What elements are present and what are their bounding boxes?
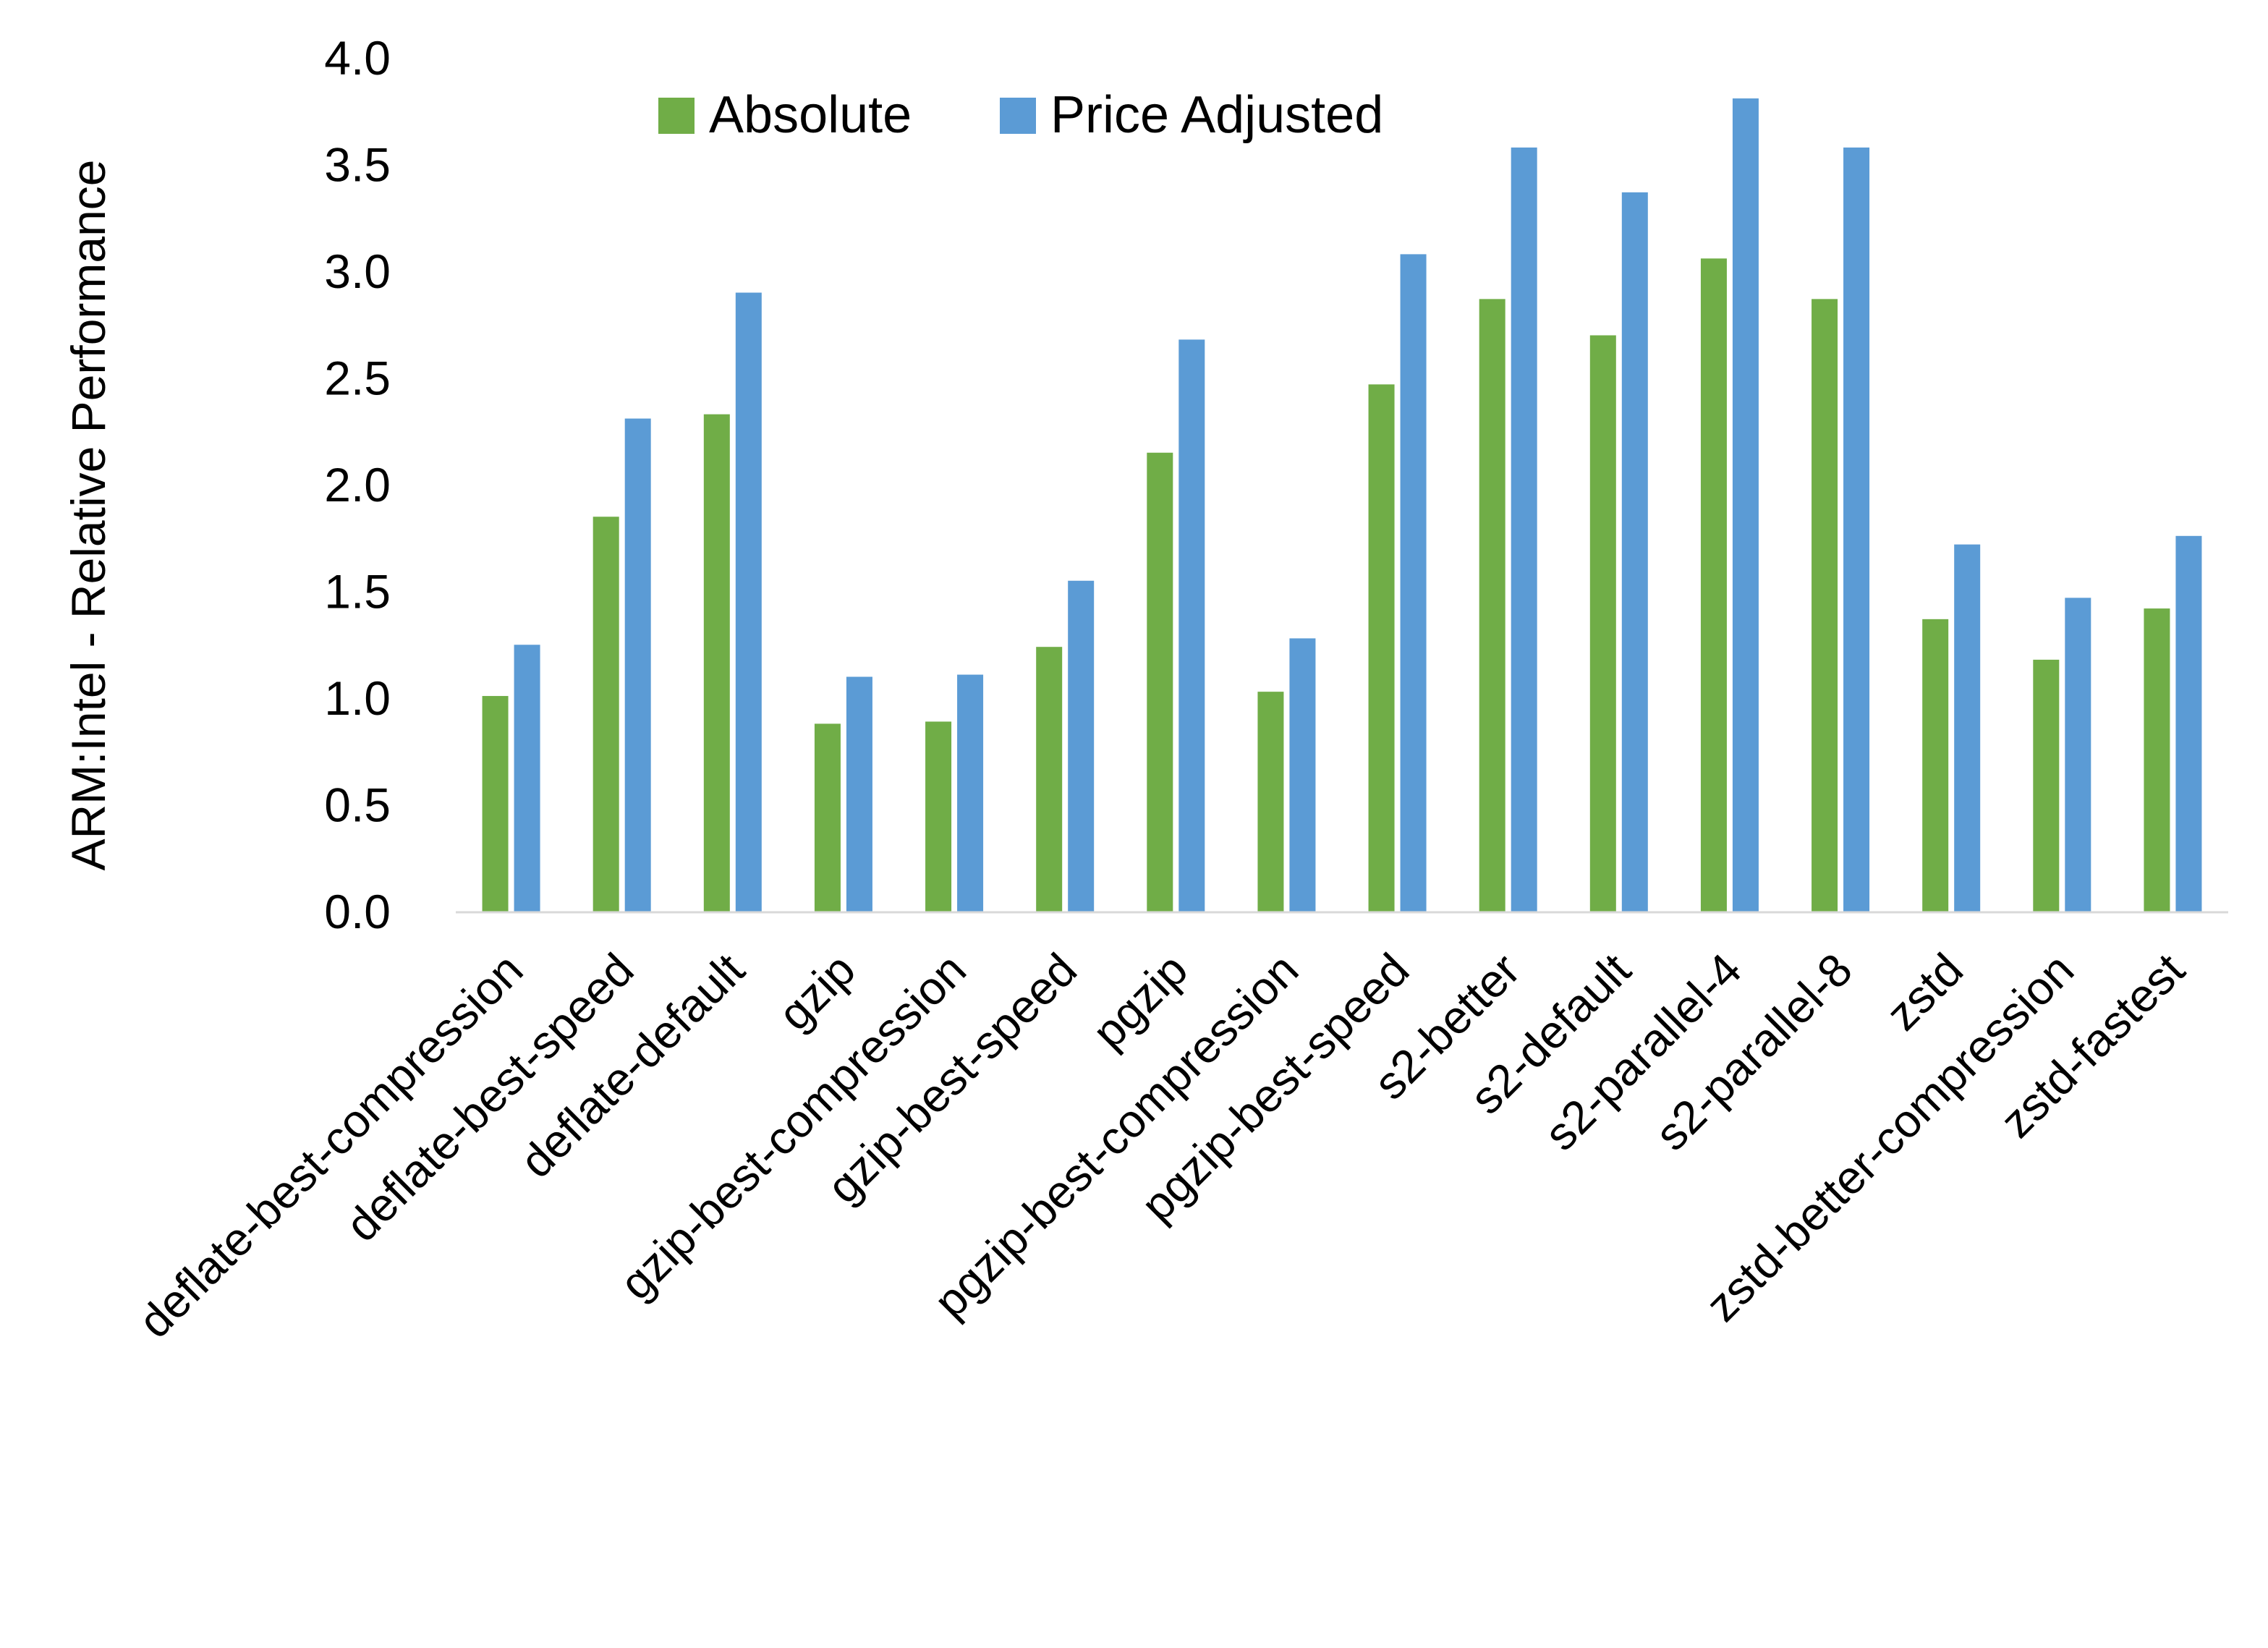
bar-absolute-gzip-best-speed bbox=[1036, 647, 1063, 912]
bar-absolute-pgzip bbox=[1147, 452, 1173, 912]
bar-absolute-s2-parallel-8 bbox=[1812, 299, 1838, 912]
bar-absolute-gzip bbox=[814, 723, 841, 912]
y-tick-label: 4.0 bbox=[324, 31, 391, 85]
legend: Absolute Price Adjusted bbox=[658, 86, 1383, 144]
bar-absolute-pgzip-best-compression bbox=[1257, 692, 1284, 912]
bar-absolute-s2-better bbox=[1479, 299, 1505, 912]
legend-swatch bbox=[1000, 98, 1036, 134]
bar-price-adjusted-s2-better bbox=[1511, 147, 1537, 912]
bar-price-adjusted-gzip-best-speed bbox=[1068, 580, 1095, 912]
bar-price-adjusted-deflate-default bbox=[735, 292, 762, 912]
bar-absolute-pgzip-best-speed bbox=[1368, 384, 1395, 912]
bar-price-adjusted-pgzip-best-speed bbox=[1400, 254, 1427, 912]
legend-swatch bbox=[658, 98, 695, 134]
y-tick-label: 3.5 bbox=[324, 138, 391, 192]
bar-price-adjusted-s2-parallel-8 bbox=[1843, 147, 1870, 912]
bar-absolute-s2-parallel-4 bbox=[1700, 258, 1727, 912]
x-tick-label: gzip bbox=[768, 943, 865, 1040]
bar-price-adjusted-pgzip-best-compression bbox=[1289, 638, 1316, 912]
bar-price-adjusted-s2-default bbox=[1621, 192, 1648, 912]
bar-absolute-zstd-fastest bbox=[2144, 608, 2170, 912]
bar-price-adjusted-zstd-fastest bbox=[2175, 535, 2202, 912]
bar-price-adjusted-zstd-better-compression bbox=[2065, 598, 2091, 912]
bar-absolute-deflate-best-compression bbox=[482, 696, 509, 912]
bar-absolute-gzip-best-compression bbox=[925, 721, 952, 912]
y-axis-title: ARM:Intel - Relative Performance bbox=[61, 159, 115, 870]
bar-absolute-s2-default bbox=[1589, 335, 1616, 912]
y-tick-label: 0.0 bbox=[324, 885, 391, 938]
x-tick-label: zstd bbox=[1876, 943, 1973, 1040]
y-tick-label: 0.5 bbox=[324, 778, 391, 832]
bar-absolute-deflate-best-speed bbox=[593, 517, 619, 912]
legend-label: Absolute bbox=[709, 86, 912, 144]
bar-absolute-deflate-default bbox=[703, 414, 730, 912]
bar-price-adjusted-pgzip bbox=[1178, 339, 1205, 912]
legend-label: Price Adjusted bbox=[1050, 86, 1383, 144]
bar-price-adjusted-zstd bbox=[1954, 544, 1981, 912]
y-tick-label: 3.0 bbox=[324, 245, 391, 298]
y-tick-label: 2.0 bbox=[324, 458, 391, 511]
y-tick-label: 1.0 bbox=[324, 671, 391, 725]
y-tick-label: 1.5 bbox=[324, 565, 391, 619]
bar-price-adjusted-gzip-best-compression bbox=[957, 674, 984, 912]
bar-price-adjusted-gzip bbox=[846, 676, 872, 912]
bar-price-adjusted-s2-parallel-4 bbox=[1732, 98, 1759, 912]
y-tick-label: 2.5 bbox=[324, 352, 391, 405]
bar-absolute-zstd-better-compression bbox=[2033, 659, 2060, 912]
bar-price-adjusted-deflate-best-compression bbox=[514, 645, 540, 912]
bar-absolute-zstd bbox=[1922, 619, 1949, 912]
bar-price-adjusted-deflate-best-speed bbox=[624, 418, 651, 912]
